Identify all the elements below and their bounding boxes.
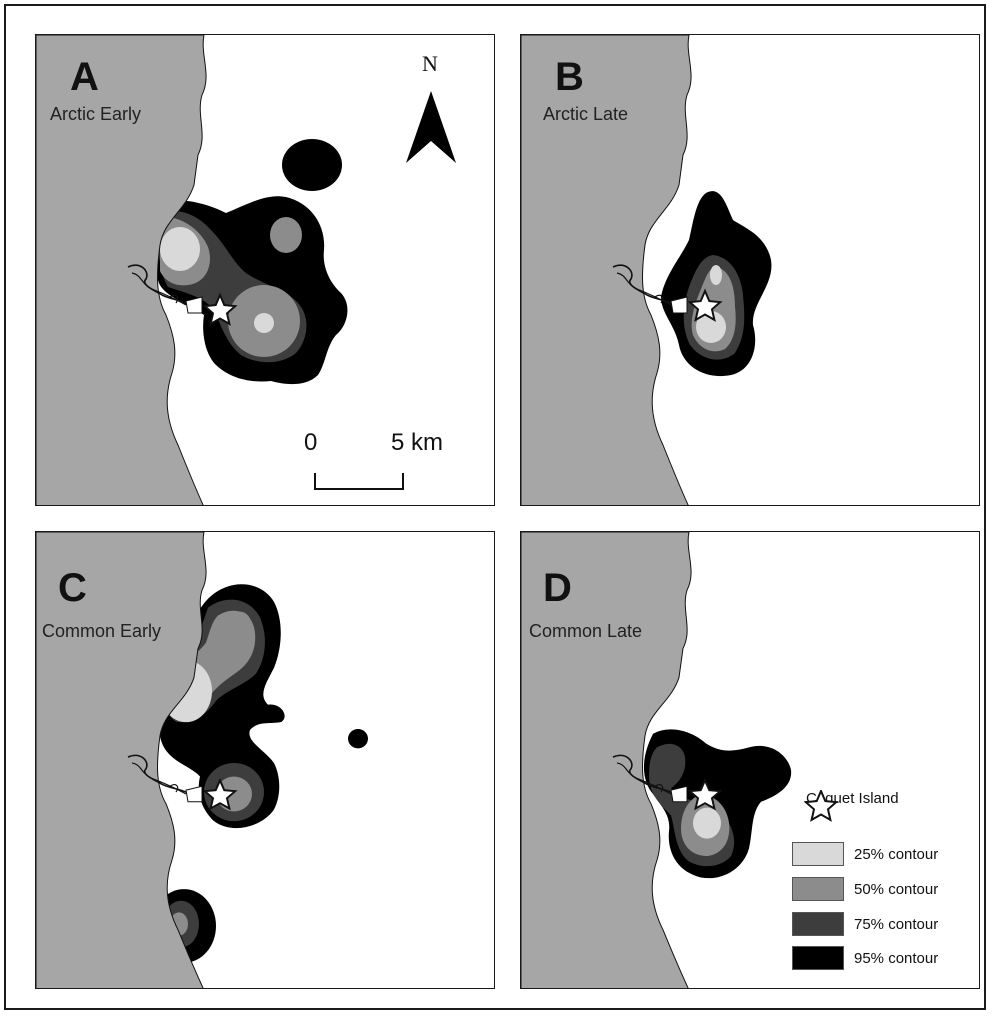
panel-label-b: Arctic Late <box>543 104 629 124</box>
density-contours-b <box>661 191 772 377</box>
contour-75-a-small <box>270 217 302 253</box>
north-arrow-icon <box>406 91 456 163</box>
scale-bar <box>314 473 404 490</box>
legend-island-row: Coquet Island <box>804 790 899 821</box>
map-panel-a: A Arctic Early N 0 5 km <box>35 34 495 506</box>
legend-swatch-25 <box>792 842 844 866</box>
contour-25-c-north <box>228 611 252 643</box>
map-c-canvas <box>36 532 368 988</box>
panel-label-c: Common Early <box>42 621 162 641</box>
density-contours-d <box>643 729 792 879</box>
panel-letter-b: B <box>555 55 584 99</box>
contour-25-a-north <box>160 227 200 271</box>
scale-label-start: 0 <box>304 429 318 456</box>
legend-label-50: 50% contour <box>854 880 939 898</box>
contour-25-a-center <box>254 313 274 333</box>
panel-label-a: Arctic Early <box>50 104 142 124</box>
legend-label-95: 95% contour <box>854 949 939 967</box>
contour-25-d <box>693 807 721 839</box>
map-panel-d: D Common Late Coquet Island 25% contour … <box>520 531 980 989</box>
legend-row-75: 75% contour <box>792 912 938 936</box>
legend-row-95: 95% contour <box>792 946 938 970</box>
panel-letter-a: A <box>70 55 99 99</box>
map-b-canvas <box>521 35 772 505</box>
contour-95-c-dot <box>348 728 368 749</box>
contour-25-b-north <box>710 265 722 285</box>
legend-label-25: 25% contour <box>854 845 939 863</box>
map-d-canvas <box>521 532 792 988</box>
legend-row-25: 25% contour <box>792 842 938 866</box>
legend-label-75: 75% contour <box>854 915 939 933</box>
panel-label-d: Common Late <box>529 621 643 641</box>
panel-letter-c: C <box>58 566 87 610</box>
legend-swatch-75 <box>792 912 844 936</box>
density-contours-a <box>153 139 348 385</box>
legend-row-50: 50% contour <box>792 877 938 901</box>
contour-95-a-blob <box>282 139 342 191</box>
legend-star-icon <box>804 790 838 821</box>
map-a-canvas <box>36 35 456 505</box>
panel-letter-d: D <box>543 566 572 610</box>
map-panel-b: B Arctic Late <box>520 34 980 506</box>
north-label: N <box>422 51 438 76</box>
map-panel-c: C Common Early <box>35 531 495 989</box>
scale-label-end: 5 km <box>391 429 444 456</box>
legend-swatch-50 <box>792 877 844 901</box>
contour-25-b-south <box>696 311 726 343</box>
legend-swatch-95 <box>792 946 844 970</box>
